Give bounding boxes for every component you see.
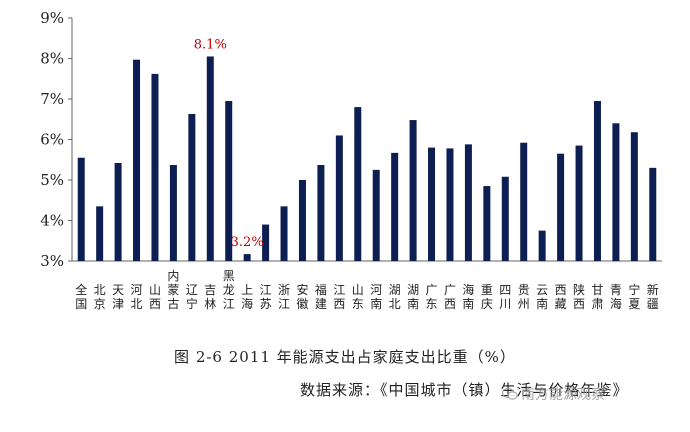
bar bbox=[428, 147, 436, 261]
x-tick-label: 宁夏 bbox=[628, 282, 640, 311]
x-tick-label: 新疆 bbox=[647, 282, 659, 311]
x-tick-label: 福建 bbox=[315, 282, 327, 311]
bars bbox=[77, 56, 657, 262]
bar bbox=[575, 145, 583, 261]
x-tick-label: 山西 bbox=[149, 283, 161, 311]
x-tick-label: 重庆 bbox=[481, 283, 493, 311]
x-tick-label: 北京 bbox=[94, 283, 106, 311]
x-tick-label: 广西 bbox=[444, 283, 456, 311]
figure-caption: 图 2-6 2011 年能源支出占家庭支出比重（%） bbox=[174, 348, 516, 366]
y-tick-label: 9% bbox=[40, 9, 64, 27]
bar bbox=[446, 148, 454, 261]
bar bbox=[557, 153, 565, 261]
y-tick-label: 7% bbox=[40, 90, 64, 108]
x-tick-label: 安徽 bbox=[296, 282, 308, 311]
x-tick-label: 天津 bbox=[112, 283, 124, 311]
bar bbox=[96, 206, 104, 261]
bar bbox=[151, 73, 159, 261]
x-tick-label: 西藏 bbox=[555, 283, 567, 311]
bar bbox=[262, 224, 270, 261]
bar bbox=[483, 186, 491, 261]
bar bbox=[188, 113, 196, 261]
x-tick-label: 贵州 bbox=[518, 283, 530, 311]
watermark: 南方能源观察 bbox=[502, 384, 605, 404]
x-tick-label: 海南 bbox=[462, 282, 474, 311]
x-tick-label: 甘肃 bbox=[591, 283, 603, 311]
y-tick-label: 6% bbox=[40, 131, 64, 149]
x-tick-label: 河南 bbox=[370, 283, 382, 311]
x-tick-label: 河北 bbox=[131, 283, 143, 311]
bar bbox=[391, 152, 399, 261]
watermark-text: 南方能源观察 bbox=[521, 387, 605, 403]
bar-chart: 3% 4% 5% 6% 7% 8% 9% 全国北京天津河北山西内蒙古辽宁吉林黑龙江上海江苏浙… bbox=[40, 9, 662, 311]
bar bbox=[593, 101, 601, 262]
wechat-icon bbox=[502, 387, 518, 400]
bar bbox=[354, 107, 362, 261]
x-tick-label: 云南 bbox=[536, 283, 548, 311]
bar bbox=[225, 101, 233, 262]
x-tick-label: 四川 bbox=[499, 283, 511, 311]
x-tick-label: 吉林 bbox=[204, 283, 216, 311]
bar bbox=[520, 142, 528, 261]
x-tick-label: 全国 bbox=[75, 282, 87, 311]
y-tick-label: 8% bbox=[40, 50, 64, 68]
bar bbox=[612, 123, 620, 261]
bar bbox=[317, 165, 325, 261]
bar bbox=[77, 157, 85, 261]
bar bbox=[372, 169, 380, 261]
x-tick-label: 浙江 bbox=[278, 283, 290, 311]
x-tick-label: 广东 bbox=[426, 283, 438, 311]
x-tick-label: 辽宁 bbox=[186, 283, 198, 311]
data-label: 3.2% bbox=[231, 235, 264, 250]
bar bbox=[649, 167, 657, 261]
y-tick-label: 4% bbox=[40, 212, 64, 230]
bar bbox=[114, 162, 122, 261]
bar bbox=[335, 135, 343, 261]
y-tick-label: 5% bbox=[40, 171, 64, 189]
bar bbox=[409, 120, 417, 261]
x-tick-label: 黑龙江 bbox=[223, 269, 235, 311]
annotations: 8.1% 3.2% bbox=[194, 37, 264, 250]
x-tick-label: 湖南 bbox=[407, 282, 419, 311]
bar bbox=[501, 176, 509, 261]
x-tick-label: 青海 bbox=[610, 283, 622, 311]
data-source: 数据来源：《中国城市（镇）生活与价格年鉴》 bbox=[300, 381, 629, 399]
bar bbox=[464, 144, 472, 261]
bar bbox=[630, 132, 638, 261]
bar bbox=[133, 59, 141, 262]
bar bbox=[169, 165, 177, 261]
bar bbox=[243, 254, 251, 261]
x-tick-label: 江西 bbox=[333, 283, 345, 311]
x-tick-label: 山东 bbox=[352, 283, 364, 311]
x-tick-label: 内蒙古 bbox=[167, 269, 179, 311]
x-tick-label: 湖北 bbox=[389, 282, 401, 311]
x-tick-label: 陕西 bbox=[573, 282, 585, 311]
data-label: 8.1% bbox=[194, 37, 227, 52]
x-axis-labels: 全国北京天津河北山西内蒙古辽宁吉林黑龙江上海江苏浙江安徽福建江西山东河南湖北湖南… bbox=[75, 269, 659, 311]
x-tick-label: 江苏 bbox=[260, 283, 272, 311]
bar bbox=[538, 230, 546, 261]
bar bbox=[280, 206, 288, 261]
bar bbox=[206, 56, 214, 261]
x-tick-label: 上海 bbox=[241, 283, 253, 311]
bar bbox=[298, 180, 306, 261]
y-tick-label: 3% bbox=[40, 252, 64, 270]
